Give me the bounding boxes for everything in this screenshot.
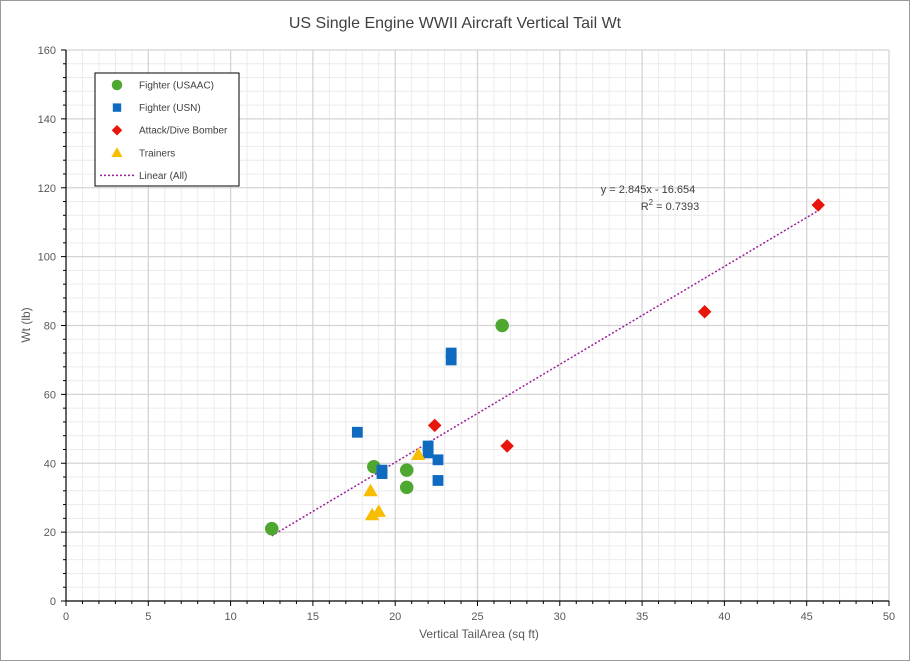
x-tick-label: 25 xyxy=(471,611,483,623)
x-tick-label: 15 xyxy=(307,611,319,623)
legend-label: Fighter (USN) xyxy=(139,103,201,114)
major-gridlines xyxy=(66,49,890,601)
data-point-circle xyxy=(399,463,414,477)
legend-marker-circle xyxy=(111,79,123,91)
legend-label: Fighter (USAAC) xyxy=(139,81,214,92)
data-point-square xyxy=(376,468,388,479)
legend-label: Trainers xyxy=(139,148,175,159)
data-point-square xyxy=(422,447,434,459)
legend-marker-diamond xyxy=(111,124,123,136)
y-tick-label: 140 xyxy=(38,114,56,126)
trendline xyxy=(271,209,819,537)
chart-title: US Single Engine WWII Aircraft Vertical … xyxy=(289,15,622,32)
y-tick-label: 40 xyxy=(44,458,56,470)
y-tick-label: 80 xyxy=(44,321,56,333)
data-points xyxy=(265,198,825,536)
data-point-circle xyxy=(399,480,414,495)
data-point-triangle xyxy=(364,507,380,521)
legend-marker-square xyxy=(112,103,122,112)
x-tick-label: 40 xyxy=(718,611,730,623)
data-point-square xyxy=(432,454,444,466)
legend-marker-triangle xyxy=(111,147,123,157)
data-point-triangle xyxy=(363,483,378,497)
data-point-square xyxy=(351,426,363,438)
data-point-circle xyxy=(495,318,509,333)
data-point-square xyxy=(445,347,457,359)
data-point-diamond xyxy=(500,439,514,453)
data-point-diamond xyxy=(697,304,712,319)
data-point-square xyxy=(432,475,444,486)
legend-label: Attack/Dive Bomber xyxy=(139,126,228,137)
x-tick-label: 50 xyxy=(883,611,895,623)
r-squared-text: R2 = 0.7393 xyxy=(641,198,700,213)
data-point-diamond xyxy=(811,198,825,212)
legend: Fighter (USAAC) Fighter (USN) Attack/Dive … xyxy=(94,72,240,187)
y-tick-label: 20 xyxy=(44,527,56,539)
x-tick-label: 30 xyxy=(554,611,566,623)
data-point-square xyxy=(422,440,434,452)
data-point-triangle xyxy=(371,504,386,517)
data-point-diamond xyxy=(427,418,442,433)
tick-labels: 0 5 10 15 20 25 30 35 40 45 50 0 20 40 60 80 100 120 140 16… xyxy=(38,45,895,623)
x-tick-label: 35 xyxy=(636,611,648,623)
data-point-square xyxy=(445,354,457,366)
y-tick-label: 100 xyxy=(38,252,56,264)
r-squared-label: R xyxy=(641,201,649,213)
trendline-equation: y = 2.845x - 16.654 R2 = 0.7393 xyxy=(601,184,700,213)
legend-label: Linear (All) xyxy=(139,171,187,182)
x-tick-label: 5 xyxy=(145,611,151,623)
y-tick-label: 60 xyxy=(44,389,56,401)
axes xyxy=(61,49,890,606)
r-squared-sup: 2 xyxy=(649,198,654,207)
r-squared-value: = 0.7393 xyxy=(653,201,699,213)
y-tick-label: 120 xyxy=(38,183,56,195)
x-tick-label: 10 xyxy=(224,611,236,623)
y-tick-label: 0 xyxy=(50,596,56,608)
x-tick-label: 0 xyxy=(63,611,69,623)
x-tick-label: 45 xyxy=(801,611,813,623)
data-point-circle xyxy=(265,521,279,536)
y-axis-title: Wt (lb) xyxy=(19,307,33,342)
y-tick-label: 160 xyxy=(38,45,56,57)
data-point-triangle xyxy=(411,447,426,461)
x-axis-title: Vertical TailArea (sq ft) xyxy=(419,627,539,641)
trendline-layer xyxy=(271,209,819,537)
equation-text: y = 2.845x - 16.654 xyxy=(601,184,695,196)
x-tick-label: 20 xyxy=(389,611,401,623)
